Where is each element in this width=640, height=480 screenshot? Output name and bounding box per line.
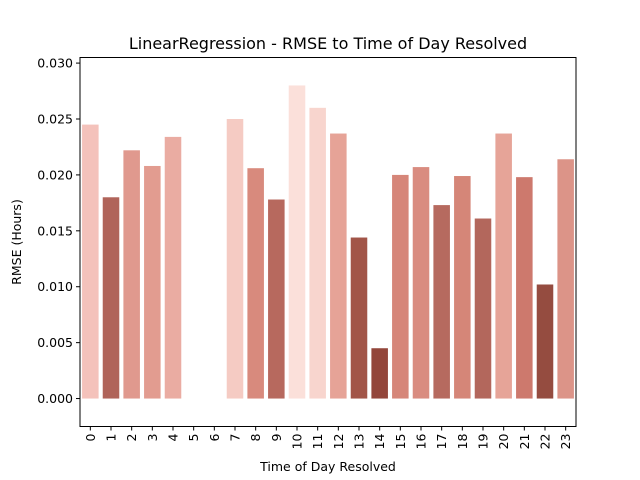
bar-1: [102, 197, 120, 399]
x-tick-label: 1: [104, 434, 119, 442]
x-axis: 0 1 2 3 4 5 6 7 8 9 10 11 12 13 14 15 16 17 18 19 20 21 22 23: [83, 426, 573, 450]
y-tick-label: 0.025: [37, 112, 73, 127]
y-tick-label: 0.015: [37, 223, 73, 238]
y-tick-label: 0.000: [37, 391, 73, 406]
x-tick-label: 23: [558, 434, 573, 450]
bar-17: [433, 205, 450, 399]
y-axis: 0.000 0.005 0.010 0.015 0.020 0.025 0.030: [37, 56, 80, 406]
x-tick-label: 15: [393, 434, 408, 450]
y-tick-label: 0.020: [37, 167, 73, 182]
x-tick-label: 12: [331, 434, 346, 450]
bar-7: [226, 119, 244, 399]
x-tick-label: 5: [186, 434, 201, 442]
x-tick-label: 8: [248, 433, 263, 441]
bar-16: [412, 167, 430, 399]
x-tick-label: 16: [414, 433, 429, 449]
bar-3: [144, 165, 161, 399]
x-tick-label: 11: [310, 434, 325, 450]
bar-4: [164, 136, 182, 399]
bar-13: [350, 237, 368, 399]
x-tick-label: 18: [455, 433, 470, 449]
x-tick-label: 17: [434, 434, 449, 450]
x-tick-label: 19: [476, 433, 491, 449]
bar-8: [247, 168, 264, 399]
bar-12: [330, 133, 347, 399]
x-tick-label: 22: [538, 434, 553, 450]
bars-layer: [82, 85, 574, 399]
chart-title: LinearRegression - RMSE to Time of Day R…: [129, 34, 527, 53]
y-axis-label: RMSE (Hours): [9, 199, 24, 285]
bar-18: [454, 176, 471, 399]
x-tick-label: 0: [83, 433, 98, 441]
x-tick-label: 9: [269, 433, 284, 441]
bar-20: [495, 133, 512, 399]
x-tick-label: 4: [166, 433, 181, 441]
x-tick-label: 7: [228, 434, 243, 442]
y-tick-label: 0.030: [37, 56, 73, 71]
x-tick-label: 20: [496, 433, 511, 449]
bar-23: [557, 159, 574, 399]
y-tick-label: 0.005: [37, 335, 73, 350]
x-tick-label: 10: [290, 433, 305, 449]
x-axis-label: Time of Day Resolved: [259, 459, 396, 474]
bar-0: [82, 124, 99, 399]
x-tick-label: 3: [145, 434, 160, 442]
bar-22: [536, 284, 554, 399]
bar-19: [474, 218, 492, 399]
bar-9: [268, 199, 285, 399]
x-tick-label: 14: [372, 433, 387, 449]
plot-frame: [79, 57, 577, 427]
bar-10: [288, 85, 306, 399]
bar-2: [123, 150, 140, 399]
x-tick-label: 21: [517, 434, 532, 450]
bar-11: [309, 107, 326, 399]
x-tick-label: 2: [124, 434, 139, 442]
x-tick-label: 6: [207, 433, 222, 441]
x-tick-label: 13: [352, 434, 367, 450]
bar-21: [516, 177, 533, 399]
y-tick-label: 0.010: [37, 279, 73, 294]
bar-14: [371, 348, 388, 399]
bar-15: [392, 174, 409, 399]
